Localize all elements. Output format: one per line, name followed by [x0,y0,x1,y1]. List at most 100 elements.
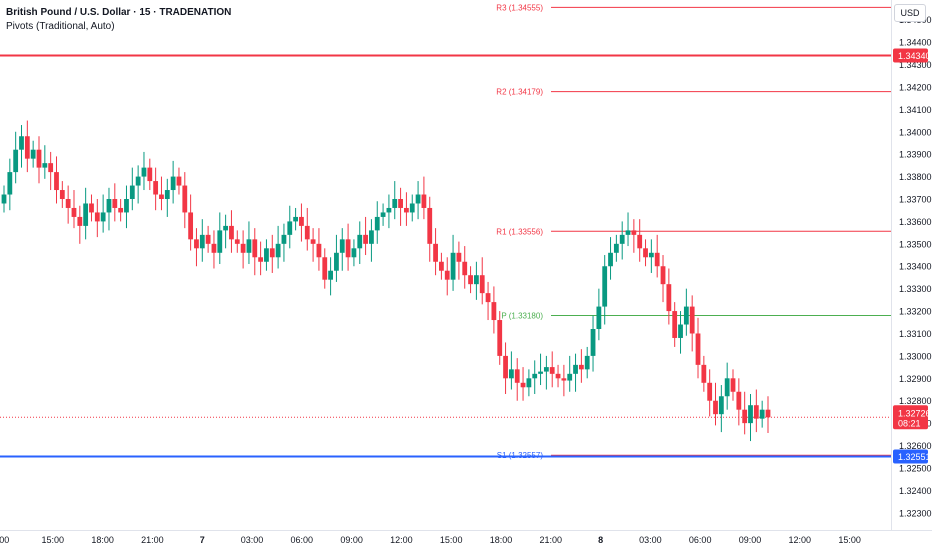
candle-body [707,382,713,401]
candle-body [374,216,380,231]
candle-body [549,367,555,374]
candle-body [339,239,345,253]
candle-body [351,248,357,258]
time-tick-label: 21:00 [540,535,563,545]
price-axis-background [891,0,932,530]
candle-body [415,194,421,204]
horizontal-lines[interactable] [0,54,891,458]
candle-body [118,207,124,213]
candle-body [94,212,100,222]
candle-body [450,252,456,280]
candle-body [129,185,135,199]
support-price-label: 1.32551 [898,452,931,462]
time-axis-background [0,530,932,550]
currency-button[interactable]: USD [894,4,926,22]
candle-body [602,266,608,307]
candle-body [678,324,683,338]
price-tick-label: 1.32400 [899,486,932,496]
time-tick-label: :00 [0,535,9,545]
candle-body [748,405,753,424]
candle-body [759,409,765,419]
candle-body [555,373,561,379]
candle-body [269,248,275,258]
candle-body [164,190,170,199]
price-tick-label: 1.32500 [899,463,932,473]
candle-body [514,369,520,383]
candle-body [433,243,438,262]
candle-body [380,212,386,217]
chart-legend: British Pound / U.S. Dollar · 15 · TRADE… [6,6,231,34]
candle-body [36,149,42,168]
candle-body [264,248,269,262]
price-tick-label: 1.33200 [899,307,932,317]
candle-body [485,293,491,303]
pivot-label: R3 (1.34555) [496,3,543,12]
candle-body [439,261,444,271]
price-tick-label: 1.33300 [899,284,932,294]
candle-body [648,252,654,258]
candle-body [695,333,701,365]
candle-body [508,369,514,379]
time-tick-label: 12:00 [390,535,413,545]
candle-body [654,252,660,267]
symbol-title[interactable]: British Pound / U.S. Dollar · 15 · TRADE… [6,7,232,18]
candle-body [316,243,322,258]
candle-body [613,243,619,253]
candle-body [322,257,328,280]
time-tick-label: 15:00 [838,535,861,545]
plot-background [0,0,891,530]
candle-body [596,306,602,329]
candle-body [369,230,374,244]
candle-body [304,225,310,240]
price-tick-label: 1.33800 [899,172,932,182]
candle-body [211,243,217,253]
candle-body [310,239,316,244]
price-axis[interactable]: 1.345001.344001.343001.342001.341001.340… [891,0,932,530]
candle-body [182,185,188,213]
time-axis[interactable]: :00 15:00 18:00 21:00 7 03:00 06:00 09:00 12:00 1… [0,530,932,550]
candle-body [229,225,234,240]
candle-body [409,203,415,213]
candle-body [30,149,36,159]
candle-body [683,306,689,325]
candle-body [398,199,403,208]
price-tick-label: 1.33900 [899,150,932,160]
resistance-price-label-bg [893,48,928,63]
time-tick-label: 18:00 [490,535,513,545]
candle-body [205,234,211,244]
candle-body [462,261,468,276]
pivot-label: R1 (1.33556) [496,227,543,236]
candle-body [159,194,164,199]
candle-body [275,243,281,258]
time-tick-label: 06:00 [689,535,712,545]
candle-body [77,216,83,226]
price-tick-label: 1.32600 [899,441,932,451]
candle-body [561,378,567,381]
candle-body [573,364,578,374]
indicator-label[interactable]: Pivots (Traditional, Auto) [6,21,115,32]
price-tick-label: 1.34300 [899,60,932,70]
price-tick-label: 1.33100 [899,329,932,339]
candle-body [666,284,672,312]
candle-body [112,199,118,208]
candle-body [392,199,398,208]
candle-body [730,378,736,392]
candle-body [345,239,351,258]
candle-body [538,371,543,374]
candle-body [281,234,287,244]
candle-body [526,378,532,388]
candle-body [619,234,625,244]
plot-area[interactable] [0,0,891,530]
current-price-label-countdown: 08:21 [898,418,921,428]
candle-body [188,212,194,240]
candle-body [736,391,742,410]
candle-body [141,167,147,177]
time-tick-label: 03:00 [241,535,264,545]
candle-body [252,239,258,258]
candle-body [637,234,643,249]
candle-body [643,248,648,258]
price-tick-label: 1.33700 [899,195,932,205]
candle-body [71,207,77,217]
